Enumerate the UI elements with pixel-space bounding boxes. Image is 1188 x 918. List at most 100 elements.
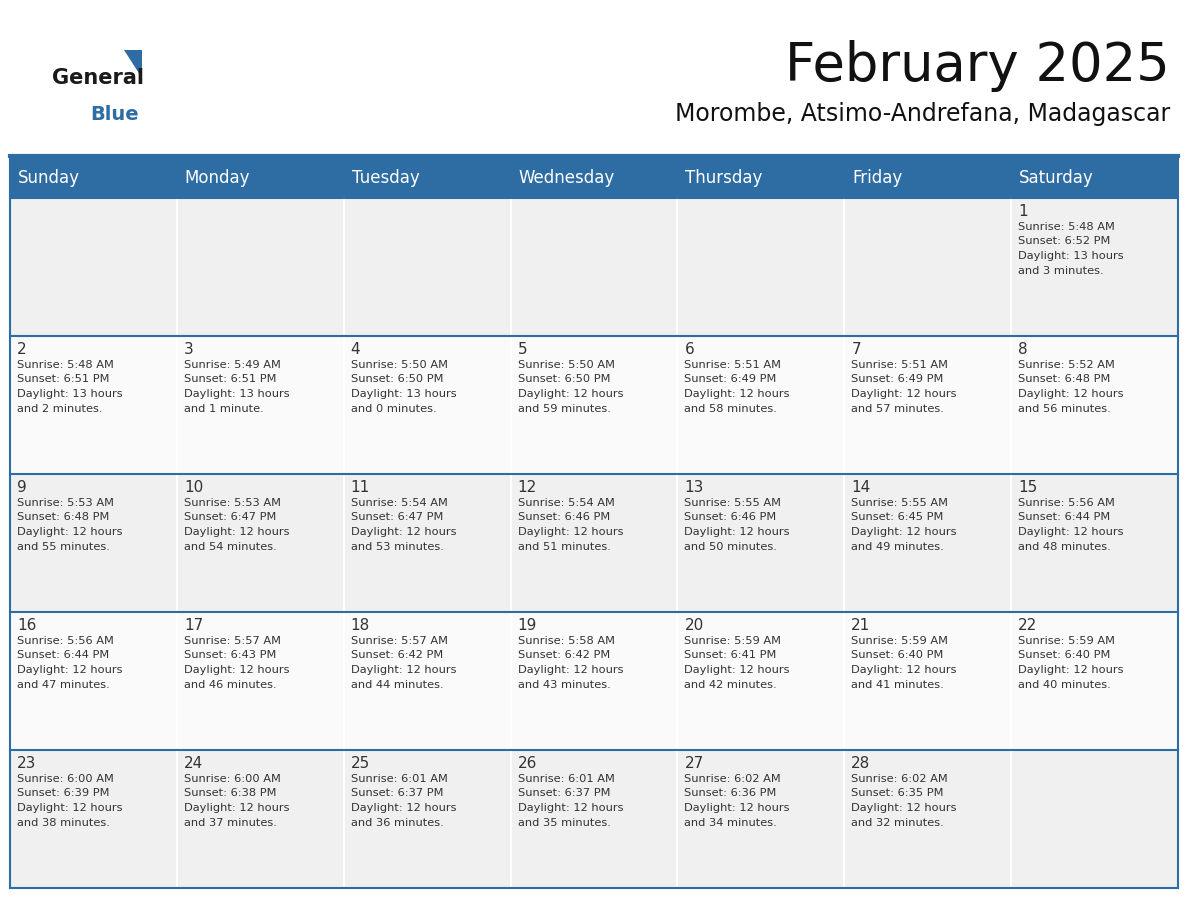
Text: and 3 minutes.: and 3 minutes.: [1018, 265, 1104, 275]
Bar: [177, 336, 343, 474]
Text: Daylight: 12 hours: Daylight: 12 hours: [184, 527, 290, 537]
Text: Friday: Friday: [852, 169, 903, 187]
Text: Sunrise: 5:48 AM: Sunrise: 5:48 AM: [17, 360, 114, 370]
Text: and 36 minutes.: and 36 minutes.: [350, 818, 443, 827]
Text: and 0 minutes.: and 0 minutes.: [350, 404, 436, 413]
Text: Daylight: 13 hours: Daylight: 13 hours: [350, 389, 456, 399]
Text: 2: 2: [17, 342, 26, 357]
Text: and 2 minutes.: and 2 minutes.: [17, 404, 102, 413]
Text: Sunset: 6:39 PM: Sunset: 6:39 PM: [17, 789, 109, 799]
Text: 11: 11: [350, 480, 369, 495]
Text: 10: 10: [184, 480, 203, 495]
Text: 7: 7: [852, 342, 861, 357]
Bar: [343, 750, 511, 888]
Text: and 38 minutes.: and 38 minutes.: [17, 818, 109, 827]
Text: and 41 minutes.: and 41 minutes.: [852, 679, 944, 689]
Bar: [1011, 336, 1178, 474]
Text: 18: 18: [350, 618, 369, 633]
Text: 3: 3: [184, 342, 194, 357]
Text: Saturday: Saturday: [1019, 169, 1094, 187]
Text: Sunrise: 5:55 AM: Sunrise: 5:55 AM: [852, 498, 948, 508]
Text: and 37 minutes.: and 37 minutes.: [184, 818, 277, 827]
Text: Daylight: 12 hours: Daylight: 12 hours: [684, 665, 790, 675]
Text: Daylight: 13 hours: Daylight: 13 hours: [1018, 251, 1124, 261]
Bar: [511, 474, 677, 612]
Text: Daylight: 12 hours: Daylight: 12 hours: [350, 527, 456, 537]
Text: Sunrise: 5:50 AM: Sunrise: 5:50 AM: [350, 360, 448, 370]
Text: Sunrise: 6:00 AM: Sunrise: 6:00 AM: [17, 774, 114, 784]
Text: and 40 minutes.: and 40 minutes.: [1018, 679, 1111, 689]
Text: Wednesday: Wednesday: [519, 169, 615, 187]
Text: and 43 minutes.: and 43 minutes.: [518, 679, 611, 689]
Text: 4: 4: [350, 342, 360, 357]
Bar: [343, 474, 511, 612]
Text: Sunset: 6:40 PM: Sunset: 6:40 PM: [852, 651, 943, 660]
Text: Sunrise: 5:51 AM: Sunrise: 5:51 AM: [852, 360, 948, 370]
Bar: [177, 474, 343, 612]
Text: 5: 5: [518, 342, 527, 357]
Text: and 59 minutes.: and 59 minutes.: [518, 404, 611, 413]
Polygon shape: [124, 50, 143, 78]
Text: Sunset: 6:47 PM: Sunset: 6:47 PM: [350, 512, 443, 522]
Text: 9: 9: [17, 480, 27, 495]
Text: Sunrise: 5:48 AM: Sunrise: 5:48 AM: [1018, 222, 1116, 232]
Text: 16: 16: [17, 618, 37, 633]
Text: Sunrise: 5:55 AM: Sunrise: 5:55 AM: [684, 498, 782, 508]
Text: February 2025: February 2025: [785, 40, 1170, 92]
Text: Daylight: 12 hours: Daylight: 12 hours: [350, 803, 456, 813]
Text: Sunset: 6:44 PM: Sunset: 6:44 PM: [1018, 512, 1111, 522]
Bar: [10, 750, 177, 888]
Text: Sunset: 6:36 PM: Sunset: 6:36 PM: [684, 789, 777, 799]
Text: Daylight: 12 hours: Daylight: 12 hours: [518, 803, 623, 813]
Bar: [677, 750, 845, 888]
Text: Sunset: 6:44 PM: Sunset: 6:44 PM: [17, 651, 109, 660]
Text: Sunset: 6:42 PM: Sunset: 6:42 PM: [518, 651, 609, 660]
Text: Sunrise: 5:50 AM: Sunrise: 5:50 AM: [518, 360, 614, 370]
Text: Sunrise: 5:57 AM: Sunrise: 5:57 AM: [184, 636, 280, 646]
Text: 14: 14: [852, 480, 871, 495]
Text: Daylight: 12 hours: Daylight: 12 hours: [518, 665, 623, 675]
Text: Sunrise: 6:02 AM: Sunrise: 6:02 AM: [684, 774, 782, 784]
Bar: [677, 474, 845, 612]
Text: 20: 20: [684, 618, 703, 633]
Text: Daylight: 12 hours: Daylight: 12 hours: [684, 389, 790, 399]
Bar: [511, 612, 677, 750]
Text: Sunset: 6:52 PM: Sunset: 6:52 PM: [1018, 237, 1111, 247]
Bar: [177, 612, 343, 750]
Text: Sunrise: 6:02 AM: Sunrise: 6:02 AM: [852, 774, 948, 784]
Text: Sunset: 6:43 PM: Sunset: 6:43 PM: [184, 651, 277, 660]
Text: and 47 minutes.: and 47 minutes.: [17, 679, 109, 689]
Text: Sunrise: 5:57 AM: Sunrise: 5:57 AM: [350, 636, 448, 646]
Text: Daylight: 12 hours: Daylight: 12 hours: [852, 803, 956, 813]
Text: Sunrise: 6:01 AM: Sunrise: 6:01 AM: [518, 774, 614, 784]
Text: and 57 minutes.: and 57 minutes.: [852, 404, 944, 413]
Text: Sunrise: 5:51 AM: Sunrise: 5:51 AM: [684, 360, 782, 370]
Text: and 46 minutes.: and 46 minutes.: [184, 679, 277, 689]
Text: Daylight: 12 hours: Daylight: 12 hours: [518, 389, 623, 399]
Text: Sunrise: 5:59 AM: Sunrise: 5:59 AM: [684, 636, 782, 646]
Text: 28: 28: [852, 756, 871, 771]
Bar: [511, 198, 677, 336]
Text: Sunset: 6:50 PM: Sunset: 6:50 PM: [518, 375, 611, 385]
Text: Sunset: 6:48 PM: Sunset: 6:48 PM: [1018, 375, 1111, 385]
Text: Sunset: 6:42 PM: Sunset: 6:42 PM: [350, 651, 443, 660]
Text: Sunset: 6:47 PM: Sunset: 6:47 PM: [184, 512, 277, 522]
Text: Sunset: 6:40 PM: Sunset: 6:40 PM: [1018, 651, 1111, 660]
Text: Daylight: 12 hours: Daylight: 12 hours: [852, 527, 956, 537]
Text: Sunset: 6:46 PM: Sunset: 6:46 PM: [684, 512, 777, 522]
Text: Sunrise: 6:00 AM: Sunrise: 6:00 AM: [184, 774, 280, 784]
Text: General: General: [52, 68, 144, 88]
Text: Sunrise: 5:56 AM: Sunrise: 5:56 AM: [17, 636, 114, 646]
Text: and 51 minutes.: and 51 minutes.: [518, 542, 611, 552]
Text: 23: 23: [17, 756, 37, 771]
Text: Daylight: 12 hours: Daylight: 12 hours: [1018, 665, 1124, 675]
Text: and 55 minutes.: and 55 minutes.: [17, 542, 109, 552]
Text: Daylight: 12 hours: Daylight: 12 hours: [852, 665, 956, 675]
Text: 6: 6: [684, 342, 694, 357]
Text: and 53 minutes.: and 53 minutes.: [350, 542, 443, 552]
Text: and 49 minutes.: and 49 minutes.: [852, 542, 944, 552]
Text: Daylight: 13 hours: Daylight: 13 hours: [17, 389, 122, 399]
Bar: [677, 198, 845, 336]
Bar: [10, 612, 177, 750]
Text: 15: 15: [1018, 480, 1037, 495]
